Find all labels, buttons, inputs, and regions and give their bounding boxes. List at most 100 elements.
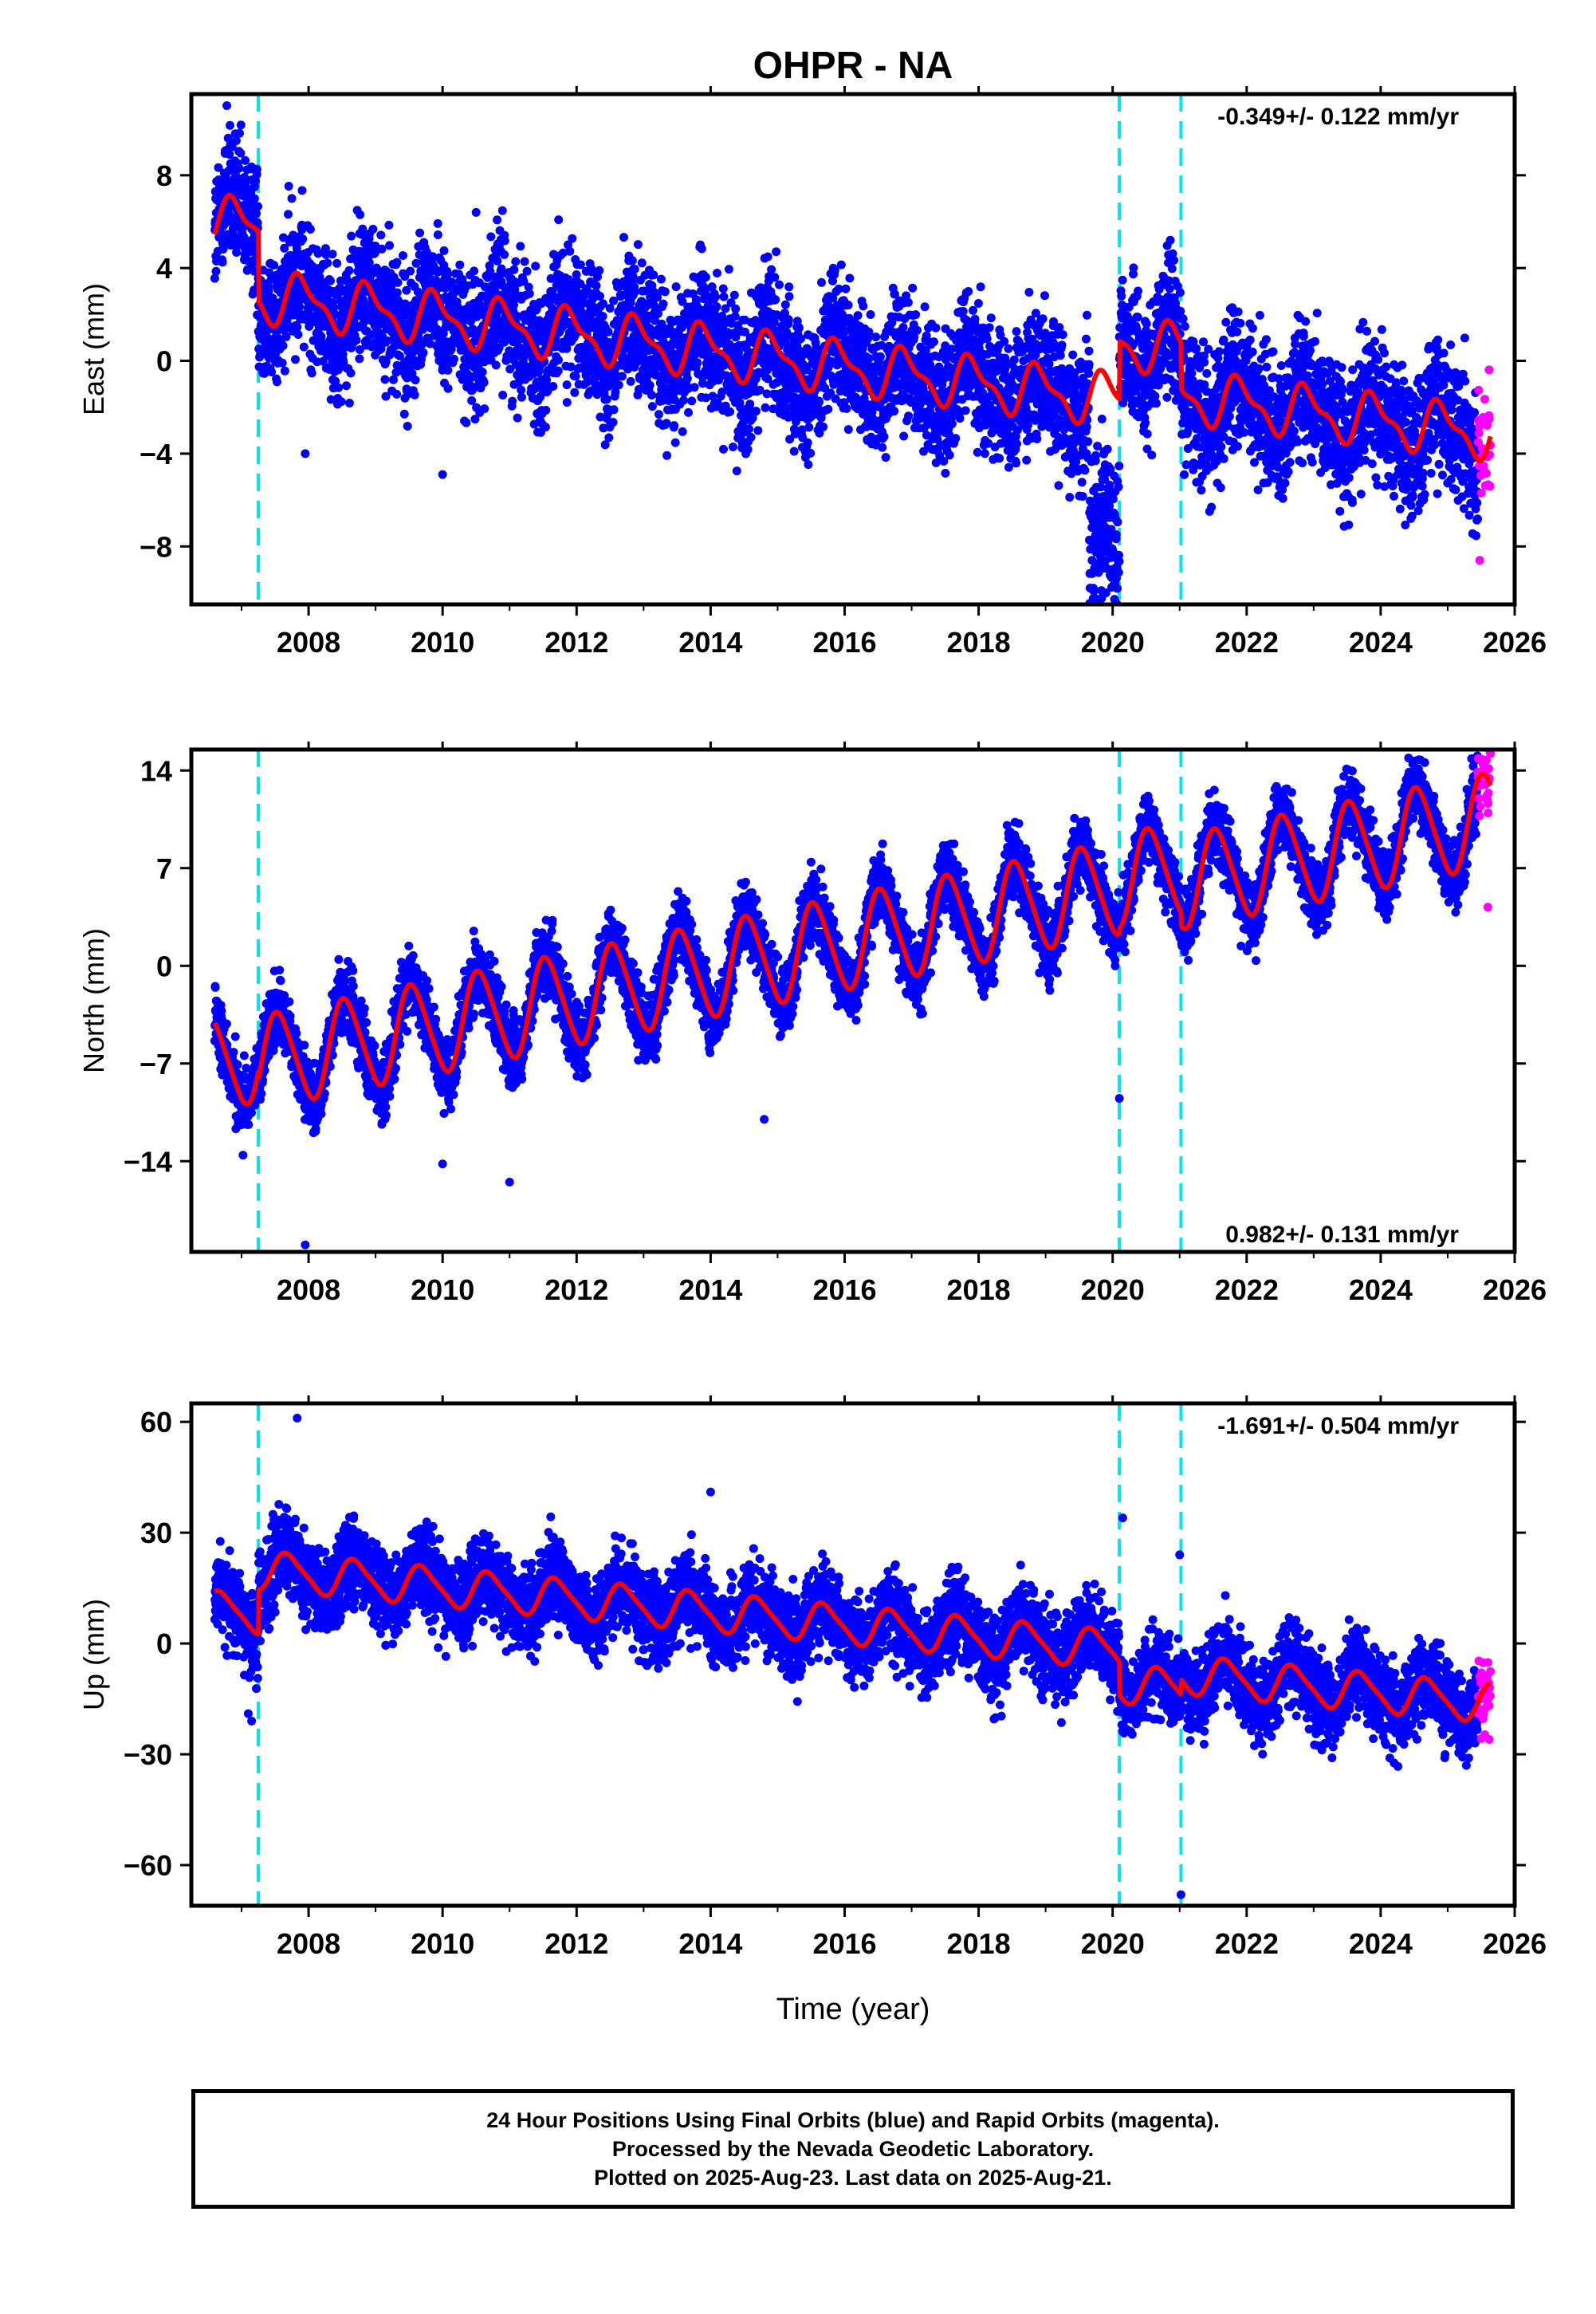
data-point <box>478 368 487 377</box>
figure-canvas: OHPR - NA Time (year) 2008 2010 2012 2014 20… <box>77 45 1547 2026</box>
data-point <box>541 423 550 432</box>
data-point <box>859 301 868 311</box>
data-point <box>392 288 402 297</box>
x-tick-label: 2010 <box>411 626 474 659</box>
data-point <box>418 325 427 334</box>
data-point <box>842 403 851 413</box>
data-point <box>358 224 368 234</box>
data-point <box>321 250 331 259</box>
x-tick-label: 2008 <box>277 626 340 659</box>
data-point <box>415 228 425 238</box>
data-point <box>498 391 508 399</box>
data-point <box>931 323 941 333</box>
data-point <box>1058 330 1067 340</box>
data-point <box>280 243 289 253</box>
data-point <box>929 337 938 347</box>
data-point <box>497 206 507 215</box>
data-point <box>656 274 666 284</box>
data-point <box>890 407 899 416</box>
data-point <box>815 397 824 407</box>
data-point <box>548 382 558 391</box>
data-point <box>389 375 398 384</box>
figure-title: OHPR - NA <box>753 45 953 87</box>
data-point <box>1040 291 1049 301</box>
data-point <box>609 405 619 415</box>
data-point <box>520 257 529 266</box>
data-point <box>393 277 403 287</box>
data-point <box>479 378 489 388</box>
data-point <box>281 332 291 341</box>
data-point <box>1004 344 1013 353</box>
data-point <box>701 273 710 282</box>
data-point <box>951 434 961 443</box>
data-point <box>898 323 908 332</box>
panel-1: 2008 2010 2012 2014 2016 2018 2020 2022 2024 2026… <box>77 86 1547 659</box>
data-point <box>316 332 326 341</box>
data-point <box>619 233 628 242</box>
data-point <box>693 358 702 368</box>
data-point <box>1012 439 1021 449</box>
data-point <box>1103 444 1112 454</box>
data-point <box>976 282 985 292</box>
data-point <box>509 265 519 274</box>
data-point <box>1054 481 1063 490</box>
data-point <box>376 344 386 354</box>
data-point <box>331 309 340 319</box>
x-tick-label: 2022 <box>1215 626 1279 659</box>
data-point <box>553 366 563 376</box>
data-point <box>767 265 776 274</box>
data-point <box>866 310 875 319</box>
data-point <box>377 244 387 254</box>
data-point <box>662 451 672 460</box>
data-point <box>298 234 308 244</box>
data-point <box>595 266 604 275</box>
data-point <box>342 381 351 391</box>
data-point <box>279 233 288 242</box>
data-point <box>592 281 601 290</box>
data-point <box>470 266 479 276</box>
data-point <box>637 258 647 268</box>
data-point <box>955 414 965 423</box>
data-point <box>571 372 580 381</box>
data-point <box>843 425 853 435</box>
data-point <box>1084 346 1094 356</box>
data-point <box>443 384 453 393</box>
data-point <box>647 402 657 411</box>
data-point <box>218 258 227 267</box>
data-point <box>841 284 851 293</box>
x-axis-label: Time (year) <box>776 1993 930 2026</box>
data-point <box>273 377 281 387</box>
data-point <box>719 292 729 301</box>
data-point <box>329 302 339 312</box>
data-point <box>297 186 307 195</box>
data-point <box>729 290 739 300</box>
data-point <box>658 299 668 309</box>
data-point <box>1114 608 1122 616</box>
data-point <box>660 287 670 297</box>
data-point <box>380 375 390 384</box>
data-point <box>784 292 794 301</box>
data-point <box>1111 530 1121 539</box>
data-point <box>961 406 970 415</box>
data-point <box>323 258 332 268</box>
data-point <box>381 392 391 401</box>
data-point <box>899 431 909 441</box>
data-point <box>305 225 315 234</box>
data-point <box>218 245 228 254</box>
data-point <box>442 270 452 279</box>
data-point <box>293 330 303 339</box>
data-point <box>254 202 262 211</box>
data-point <box>400 272 410 281</box>
data-point <box>368 224 378 234</box>
data-point <box>392 389 402 399</box>
data-point <box>627 256 637 266</box>
data-point <box>843 301 853 310</box>
data-point <box>376 230 386 240</box>
data-point <box>486 232 496 242</box>
data-point <box>614 380 623 390</box>
data-point <box>697 244 706 254</box>
data-point <box>525 289 534 298</box>
data-point <box>881 453 890 462</box>
data-point <box>803 438 812 447</box>
data-point <box>770 273 780 282</box>
